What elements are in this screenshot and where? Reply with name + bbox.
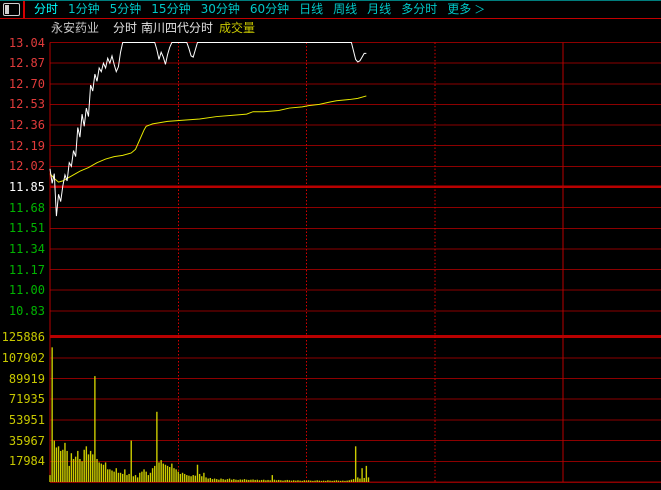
price-tick-label: 11.17 (8, 262, 45, 277)
volume-tick-label: 89919 (8, 371, 45, 386)
grid-lines (49, 42, 661, 483)
price-tick-label: 13.04 (8, 35, 45, 50)
avg_price-line (49, 95, 367, 183)
price-tick-label: 12.19 (8, 138, 45, 153)
tab-period-7[interactable]: 周线 (333, 2, 358, 16)
tab-period-3[interactable]: 15分钟 (151, 2, 191, 16)
volume-tick-label: 53951 (8, 412, 45, 427)
price-tick-label: 10.83 (8, 303, 45, 318)
price-tick-label: 12.53 (8, 97, 45, 112)
tab-period-8[interactable]: 月线 (367, 2, 392, 16)
tab-period-1[interactable]: 1分钟 (68, 2, 100, 16)
volume-indicator-label[interactable]: 成交量 (219, 20, 256, 35)
price-tick-label: 11.00 (8, 283, 45, 298)
price-tick-label: 11.34 (8, 241, 45, 256)
indicator-label[interactable]: 南川四代分时 (141, 20, 214, 35)
price-tick-label: 11.51 (8, 221, 45, 236)
tab-period-9[interactable]: 多分时 (401, 2, 438, 16)
chart-header: 永安药业 分时 南川四代分时 成交量 (0, 20, 661, 35)
tab-selected-period-0[interactable]: 分时 (34, 2, 59, 16)
price-tick-label: 12.02 (8, 159, 45, 174)
volume-tick-label: 71935 (8, 392, 45, 407)
price-tick-label: 11.68 (8, 200, 45, 215)
stock-name-label: 永安药业 (51, 20, 100, 35)
toolbar-divider (23, 1, 25, 18)
volume-tick-label: 35967 (8, 433, 45, 448)
volume-tick-label: 125886 (1, 330, 45, 345)
volume-bars (49, 347, 370, 482)
price-tick-label: 12.70 (8, 76, 45, 91)
period-toolbar: 分时 1分钟 5分钟 15分钟 30分钟 60分钟 日线 周线 月线 多分时 更多＞ (0, 1, 661, 19)
price-tick-label: 11.85 (8, 179, 45, 194)
tab-period-4[interactable]: 30分钟 (200, 2, 240, 16)
volume-tick-label: 17984 (8, 454, 45, 469)
period-tabs: 分时 1分钟 5分钟 15分钟 30分钟 60分钟 日线 周线 月线 多分时 更多＞ (29, 1, 490, 18)
tab-period-10[interactable]: 更多＞ (447, 2, 486, 16)
volume-tick-label: 107902 (1, 350, 45, 365)
tab-period-6[interactable]: 日线 (299, 2, 324, 16)
tab-period-2[interactable]: 5分钟 (109, 2, 142, 16)
price-tick-label: 12.36 (8, 118, 45, 133)
tab-period-5[interactable]: 60分钟 (249, 2, 290, 16)
price-line (49, 42, 367, 217)
more-chevron-icon: ＞ (474, 3, 486, 16)
period-label: 分时 (113, 20, 138, 35)
panel-toggle-icon[interactable] (3, 3, 20, 16)
price-tick-label: 12.87 (8, 56, 45, 71)
